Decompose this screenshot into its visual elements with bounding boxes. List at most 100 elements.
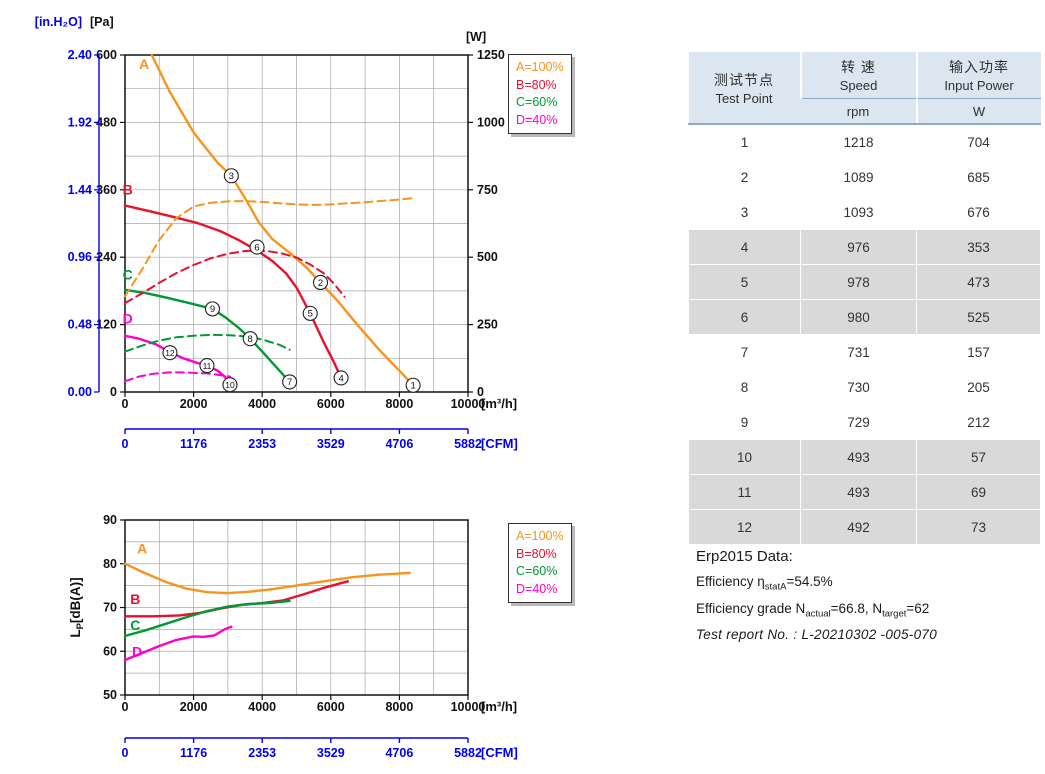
test-point-label-zh: 测试节点 <box>714 71 774 88</box>
svg-text:120: 120 <box>96 318 117 332</box>
svg-text:80: 80 <box>103 557 117 571</box>
series-D-pressure <box>123 334 232 386</box>
series-B-pressure <box>123 204 343 380</box>
erp-efficiency-sub: statA <box>764 581 787 593</box>
svg-text:240: 240 <box>96 250 117 264</box>
test-point-marker-7 <box>282 374 298 390</box>
erp-grade-prefix: Efficiency grade N <box>696 600 806 616</box>
erp-efficiency-line: Efficiency ηstatA=54.5% <box>696 574 937 593</box>
svg-text:8000: 8000 <box>385 700 413 714</box>
series-C-noise <box>123 599 291 638</box>
svg-text:1250: 1250 <box>477 48 505 62</box>
legend-item-b: B=80% <box>516 546 557 561</box>
table-row-5: 5 978 473 <box>688 264 1041 300</box>
svg-text:8000: 8000 <box>385 397 413 411</box>
table-cell: 5 <box>688 264 801 300</box>
test-point-marker-2 <box>312 274 329 291</box>
unit-rpm: rpm <box>800 98 917 125</box>
table-row-7: 7 731 157 <box>688 334 1041 370</box>
curve-label-A: A <box>137 541 147 557</box>
speed-label-zh: 转 速 <box>841 59 876 75</box>
series-B-noise <box>123 580 350 618</box>
svg-text:[Pa]: [Pa] <box>90 15 114 29</box>
erp-grade-line: Efficiency grade Nactual=66.8, Ntarget=6… <box>696 601 937 620</box>
svg-text:4: 4 <box>338 373 343 384</box>
svg-text:[CFM]: [CFM] <box>481 745 518 760</box>
legend-item-b: B=80% <box>516 77 557 92</box>
table-cell: 157 <box>916 334 1041 370</box>
svg-text:2353: 2353 <box>248 746 276 760</box>
table-cell: 6 <box>688 299 801 335</box>
svg-text:5: 5 <box>308 309 313 320</box>
svg-text:1176: 1176 <box>180 746 207 760</box>
svg-text:0: 0 <box>122 397 129 411</box>
curve-label-C: C <box>130 617 140 633</box>
legend-item-d: D=40% <box>516 581 558 596</box>
test-point-marker-1 <box>405 377 421 393</box>
noise-legend: A=100% B=80% C=60% D=40% <box>508 523 572 603</box>
performance-legend: A=100% B=80% C=60% D=40% <box>508 54 572 134</box>
svg-text:10000: 10000 <box>451 397 486 411</box>
table-cell: 1089 <box>800 159 917 195</box>
series-A-pressure <box>150 53 415 387</box>
table-cell: 978 <box>800 264 917 300</box>
svg-text:1.44: 1.44 <box>68 183 92 197</box>
table-cell: 11 <box>688 474 801 510</box>
svg-text:70: 70 <box>103 601 117 615</box>
table-cell: 980 <box>800 299 917 335</box>
table-row-10: 10 493 57 <box>688 439 1041 475</box>
svg-text:3: 3 <box>229 171 234 182</box>
table-cell: 976 <box>800 229 917 265</box>
svg-text:6: 6 <box>254 242 259 253</box>
erp-efficiency-prefix: Efficiency η <box>696 574 765 589</box>
table-cell: 73 <box>916 509 1041 545</box>
table-cell: 473 <box>916 264 1041 300</box>
svg-text:750: 750 <box>477 183 498 197</box>
test-table-body: 1 1218 704 2 1089 685 3 1093 676 4 976 353 5 978 473 6 9… <box>688 123 1041 545</box>
svg-text:4706: 4706 <box>385 746 413 760</box>
erp-grade-mid: =66.8, N <box>830 600 883 616</box>
svg-text:6000: 6000 <box>317 397 345 411</box>
table-row-12: 12 492 73 <box>688 509 1041 545</box>
test-point-marker-12 <box>162 345 178 361</box>
svg-text:250: 250 <box>477 318 498 332</box>
table-cell: 704 <box>916 123 1041 160</box>
svg-text:4000: 4000 <box>248 397 276 411</box>
table-cell: 1218 <box>800 123 917 160</box>
series-D-noise <box>123 625 233 662</box>
erp-report-line: Test report No. : L-20210302 -005-070 <box>696 627 938 643</box>
noise-chart: 50 60 70 80 90 0 2000 4000 6000 8000 10000[m³/h] LP… <box>68 513 518 760</box>
table-cell: 731 <box>800 334 917 370</box>
legend-item-a: A=100% <box>516 529 564 543</box>
test-point-marker-6 <box>249 239 265 255</box>
svg-text:10: 10 <box>225 380 235 390</box>
table-cell: 493 <box>800 474 917 510</box>
svg-text:10000: 10000 <box>451 700 486 714</box>
table-cell: 729 <box>800 404 917 440</box>
svg-text:50: 50 <box>103 688 117 702</box>
svg-text:[W]: [W] <box>466 30 486 44</box>
table-row-3: 3 1093 676 <box>688 194 1041 230</box>
svg-text:4000: 4000 <box>248 700 276 714</box>
test-point-marker-11 <box>199 358 215 374</box>
curve-label-B: B <box>130 591 140 607</box>
erp-grade-sub1: actual <box>805 608 831 620</box>
series-A-noise <box>123 562 411 595</box>
svg-text:3529: 3529 <box>317 746 345 760</box>
svg-text:[m³/h]: [m³/h] <box>481 699 517 714</box>
series-D-power <box>124 371 231 383</box>
table-cell: 7 <box>688 334 801 370</box>
test-point-marker-8 <box>242 331 258 347</box>
input-power-label-en: Input Power <box>944 78 1014 93</box>
table-cell: 212 <box>916 404 1041 440</box>
col-header-speed: 转 速 Speed <box>799 52 917 99</box>
svg-text:5882: 5882 <box>454 437 482 451</box>
unit-watt: W <box>915 98 1041 125</box>
table-row-11: 11 493 69 <box>688 474 1041 510</box>
noise-y-axis-title: LP[dB(A)] <box>68 577 86 637</box>
table-row-8: 8 730 205 <box>688 369 1041 405</box>
erp-grade-value: =62 <box>906 600 930 616</box>
table-row-1: 1 1218 704 <box>688 123 1041 160</box>
svg-text:480: 480 <box>96 115 117 129</box>
